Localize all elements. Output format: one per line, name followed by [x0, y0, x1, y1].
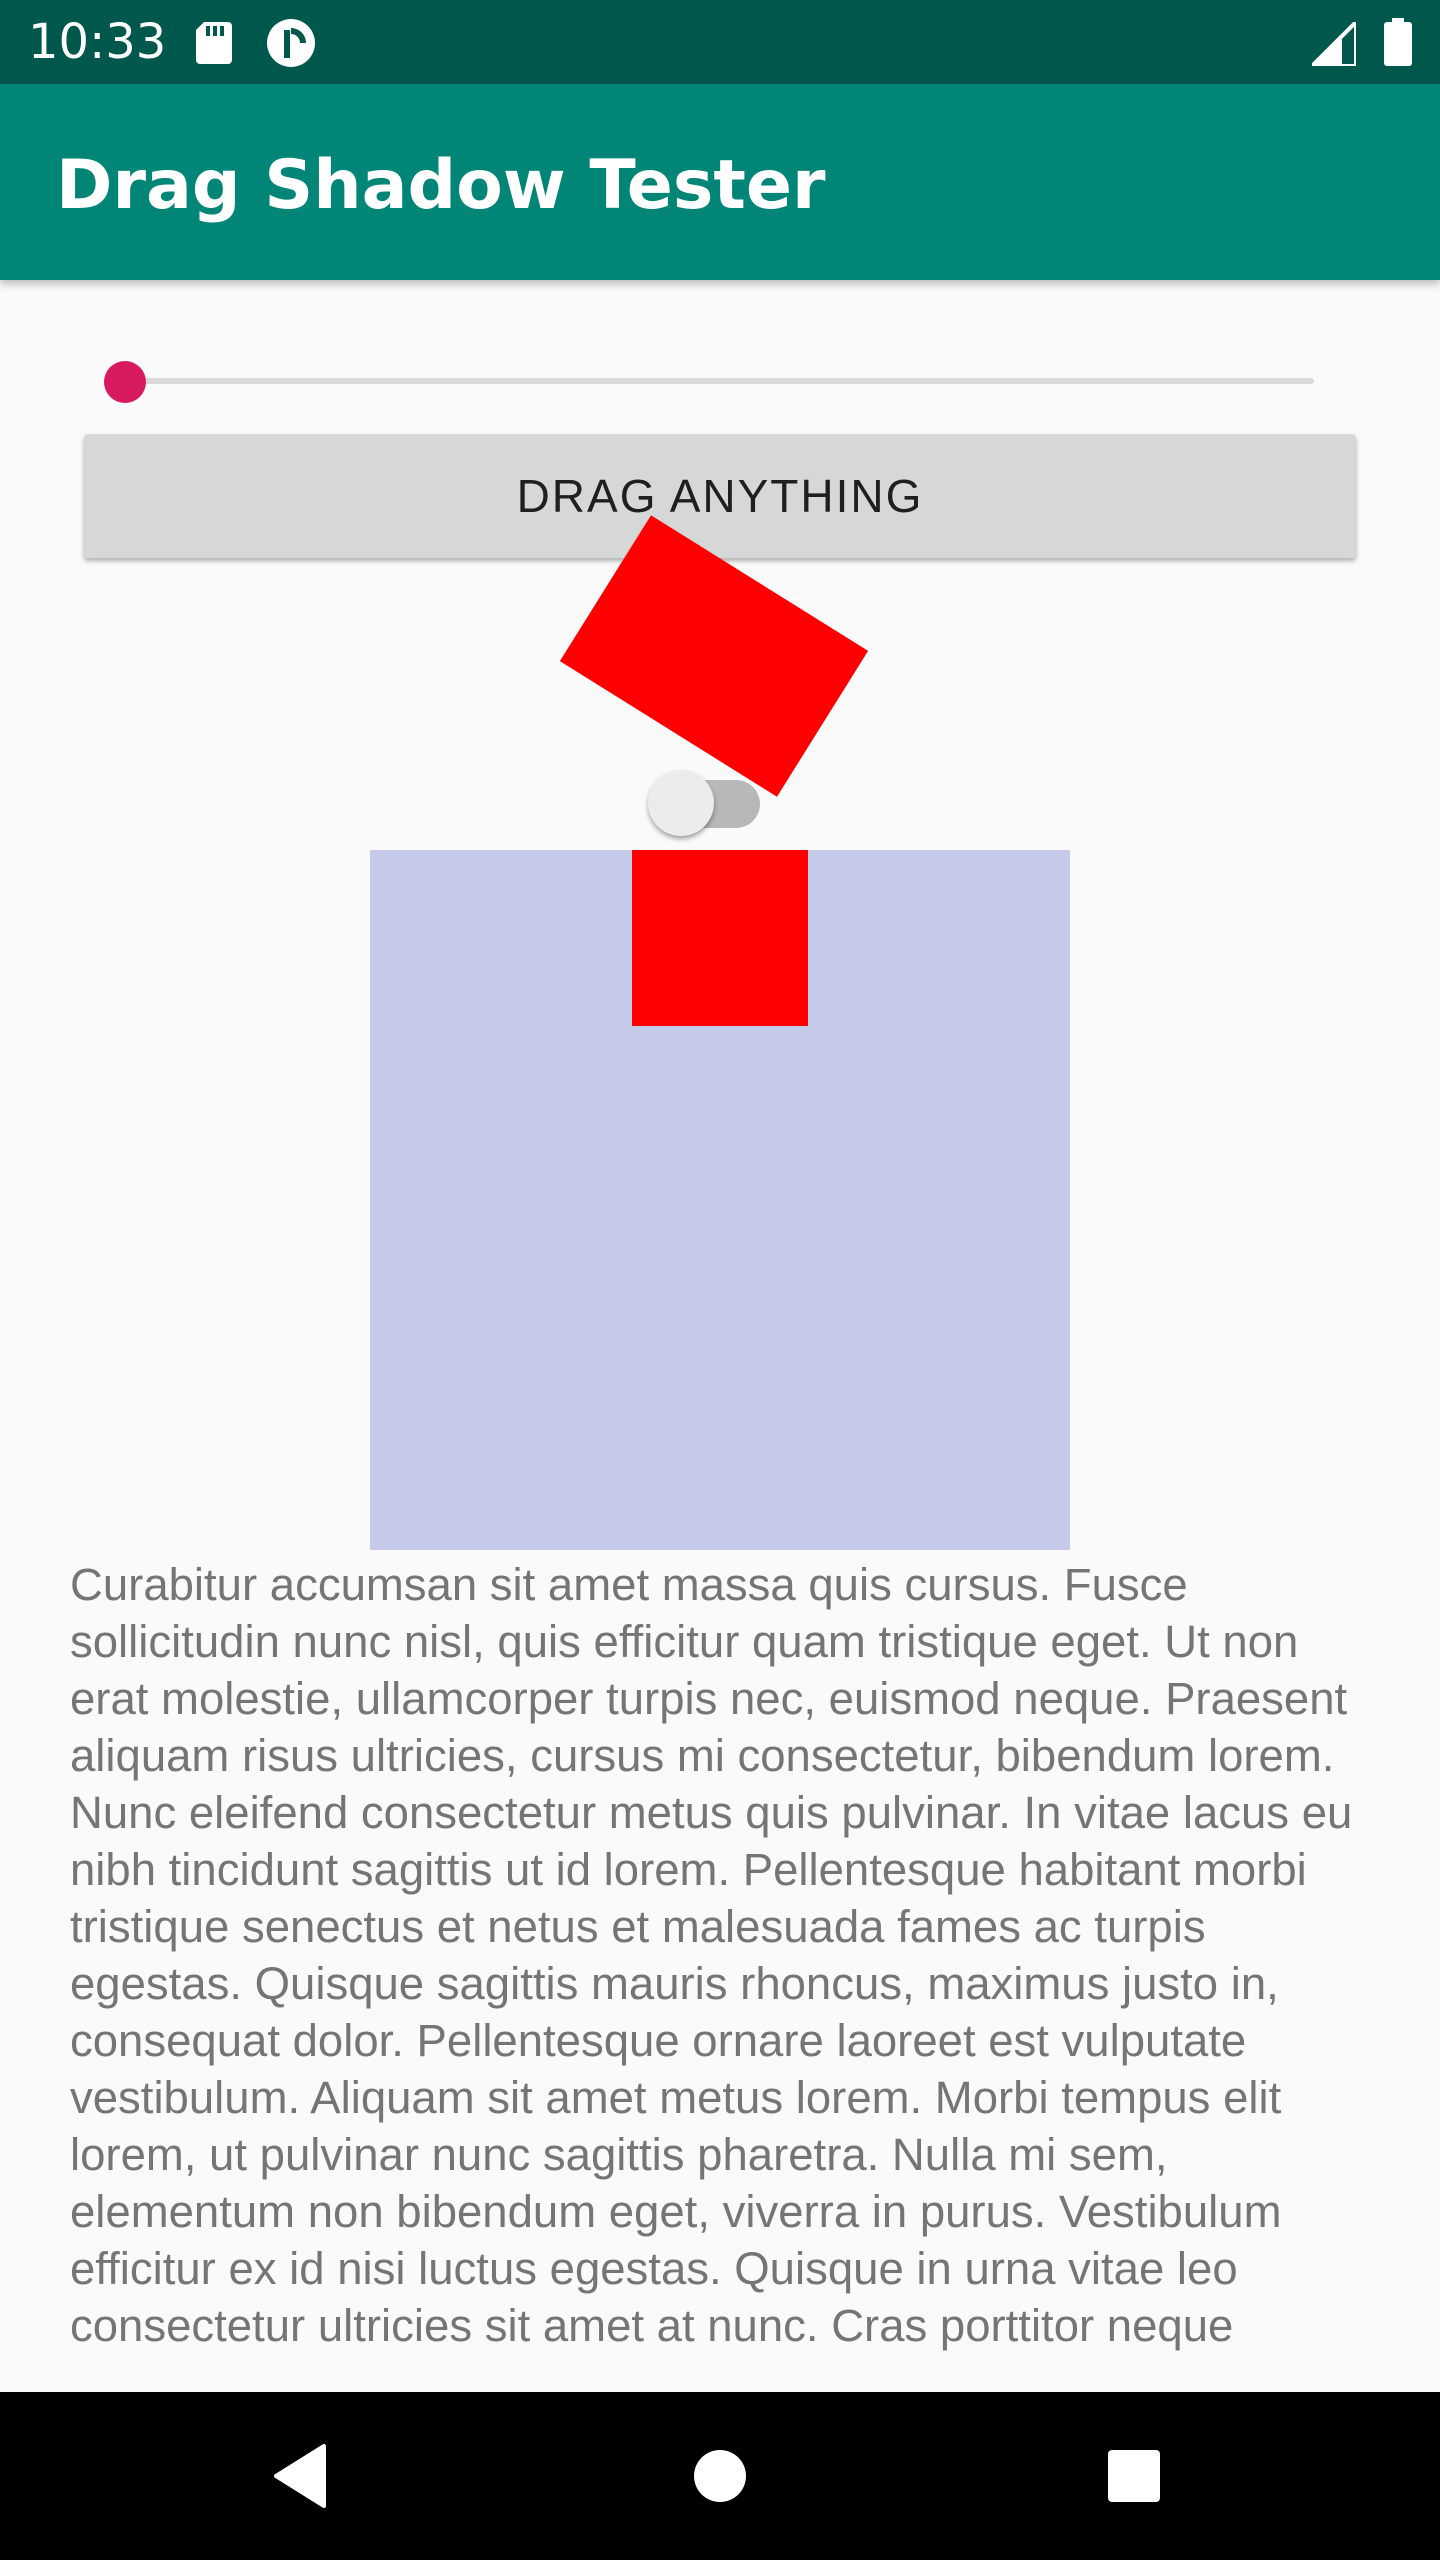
battery-icon	[1384, 18, 1412, 66]
sd-card-icon	[196, 22, 232, 64]
toggle-thumb[interactable]	[648, 770, 714, 836]
home-icon[interactable]	[670, 2426, 770, 2526]
drop-target-area[interactable]	[370, 850, 1070, 1550]
status-time: 10:33	[28, 14, 167, 70]
toggle-switch[interactable]	[646, 768, 772, 840]
seekbar-thumb[interactable]	[104, 361, 146, 403]
back-icon[interactable]	[252, 2426, 352, 2526]
app-title: Drag Shadow Tester	[56, 146, 826, 225]
drag-anything-button[interactable]: DRAG ANYTHING	[84, 434, 1356, 558]
pocket-casts-icon	[267, 19, 315, 67]
red-square[interactable]	[632, 850, 808, 1026]
body-text: Curabitur accumsan sit amet massa quis c…	[70, 1559, 1353, 2351]
status-bar: 10:33	[0, 0, 1440, 84]
seekbar[interactable]	[104, 352, 1314, 412]
seekbar-track[interactable]	[124, 378, 1314, 384]
navigation-bar	[0, 2392, 1440, 2560]
overview-icon[interactable]	[1084, 2426, 1184, 2526]
signal-icon	[1312, 22, 1356, 66]
app-bar: Drag Shadow Tester	[0, 84, 1440, 280]
